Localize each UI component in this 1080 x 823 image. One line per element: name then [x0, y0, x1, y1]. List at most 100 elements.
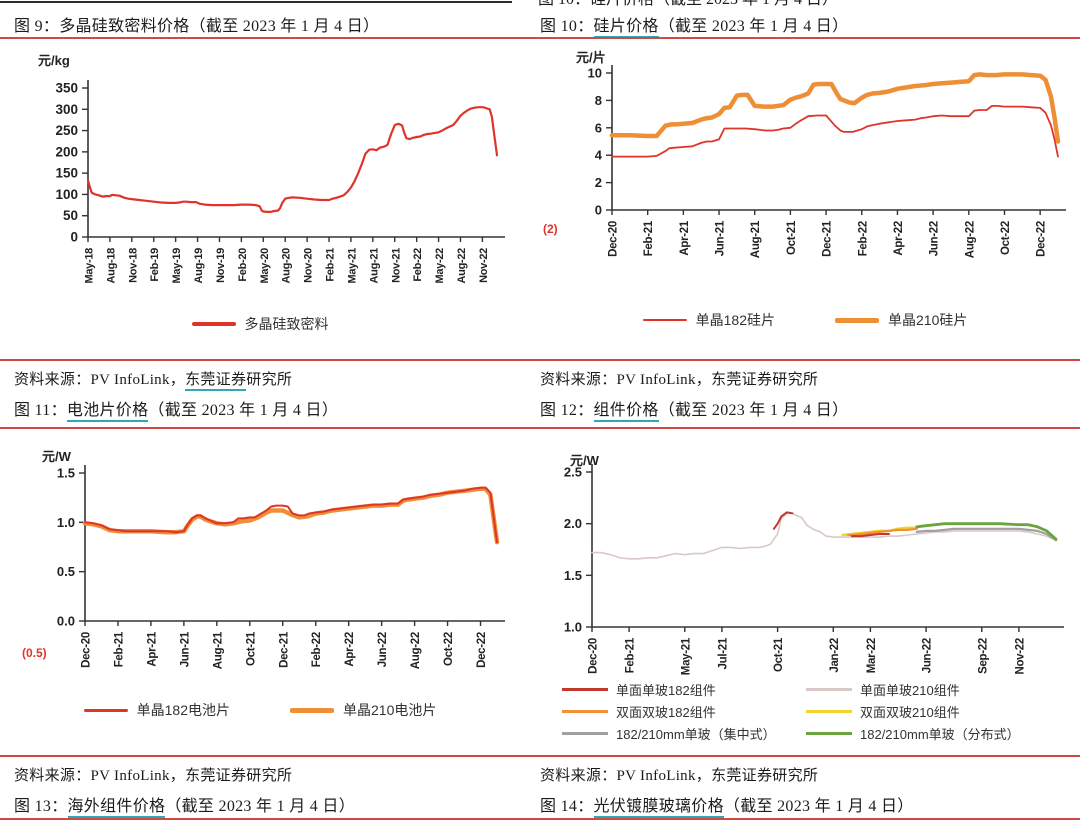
svg-text:Dec-22: Dec-22	[476, 632, 488, 668]
svg-text:Feb-21: Feb-21	[325, 248, 337, 282]
legend-item: 单晶182电池片	[83, 700, 230, 720]
figure-9-name: 多晶硅致密料价格	[59, 18, 190, 35]
figure-10-number: 图 10：	[540, 18, 594, 35]
fig11-source: 资料来源：PV InfoLink，东莞证券研究所	[14, 768, 293, 784]
source-text: 研究所	[246, 372, 293, 388]
legend-label: 多晶硅致密料	[244, 316, 329, 332]
svg-text:2.5: 2.5	[564, 465, 582, 480]
svg-text:Nov-18: Nov-18	[127, 248, 139, 283]
figure-10-title: 图 10：硅片价格（截至 2023 年 1 月 4 日）	[540, 12, 848, 38]
figure-14-title: 图 14：光伏镀膜玻璃价格（截至 2023 年 1 月 4 日）	[540, 792, 914, 818]
figure-11-suffix: （截至 2023 年 1 月 4 日）	[148, 402, 339, 419]
fig12-chart: 1.0 1.5 2.0 2.5 Dec-20 Feb-21 May-21 Jul-21 Oct-…	[564, 464, 1064, 675]
legend-label: 单面单玻182组件	[616, 683, 716, 698]
svg-text:May-18: May-18	[84, 248, 96, 284]
svg-text:Nov-22: Nov-22	[478, 248, 490, 283]
legend-item: 单晶210硅片	[835, 310, 967, 330]
svg-text:Feb-22: Feb-22	[311, 632, 323, 667]
top-border-line	[0, 1, 512, 3]
svg-text:Jun-22: Jun-22	[922, 638, 934, 673]
legend-item: 182/210mm单玻（分布式）	[806, 724, 1046, 743]
fig10-source: 资料来源：PV InfoLink，东莞证券研究所	[540, 372, 819, 388]
svg-text:250: 250	[55, 123, 78, 138]
svg-text:2: 2	[595, 175, 602, 190]
figure-9-title: 图 9：多晶硅致密料价格（截至 2023 年 1 月 4 日）	[14, 12, 379, 36]
svg-text:May-22: May-22	[434, 248, 446, 284]
figure-13-link[interactable]: 海外组件价格	[67, 798, 166, 818]
legend-item: 182/210mm单玻（集中式）	[562, 724, 806, 743]
legend-label: 单面单玻210组件	[860, 683, 960, 698]
svg-text:Oct-21: Oct-21	[245, 631, 257, 666]
svg-text:Dec-20: Dec-20	[608, 221, 620, 257]
legend-item: 单晶182硅片	[642, 310, 775, 330]
svg-text:Feb-19: Feb-19	[149, 248, 161, 282]
legend-label: 单晶182硅片	[695, 312, 775, 328]
svg-text:Jun-21: Jun-21	[179, 631, 191, 667]
legend-item: 单面单玻210组件	[806, 680, 1046, 699]
svg-text:Aug-20: Aug-20	[281, 248, 293, 284]
svg-text:100: 100	[55, 187, 78, 202]
clipped-text-prefix: 图 10：	[538, 0, 590, 8]
fig9-source: 资料来源：PV InfoLink，东莞证券研究所	[14, 368, 293, 391]
figure-11-link[interactable]: 电池片价格	[66, 402, 149, 422]
svg-text:Aug-18: Aug-18	[105, 248, 117, 284]
svg-text:2.0: 2.0	[564, 516, 582, 531]
svg-text:Dec-22: Dec-22	[1036, 221, 1048, 257]
legend-item: 双面双玻182组件	[562, 702, 806, 721]
svg-text:Apr-21: Apr-21	[146, 631, 158, 667]
legend-line-swatch	[562, 731, 608, 736]
svg-text:Jul-21: Jul-21	[717, 637, 729, 669]
legend-line-swatch	[835, 317, 879, 323]
legend-label: 单晶210硅片	[888, 312, 968, 328]
figure-10-link[interactable]: 硅片价格	[593, 18, 659, 38]
svg-text:8: 8	[595, 93, 602, 108]
svg-text:0.0: 0.0	[57, 614, 75, 629]
figure-14-link[interactable]: 光伏镀膜玻璃价格	[593, 798, 724, 818]
legend-line-swatch	[83, 708, 128, 712]
legend-item: 多晶硅致密料	[191, 314, 329, 334]
fig10-chart: 0 2 4 6 8 10 Dec-20 Feb-21 Apr-21 Jun-21 Aug-21 Oct…	[588, 65, 1066, 258]
legend-line-swatch	[806, 731, 852, 736]
svg-text:1.5: 1.5	[564, 568, 582, 583]
svg-text:May-21: May-21	[680, 637, 692, 675]
fig11-legend: 单晶182电池片 单晶210电池片	[0, 700, 520, 720]
fig9-chart: 0 50 100 150 200 250 300 350 May-18 Aug-18 Nov-18 F…	[55, 80, 505, 284]
svg-text:300: 300	[55, 102, 78, 117]
legend-line-swatch	[290, 707, 334, 713]
figure-13-number: 图 13：	[14, 798, 68, 815]
svg-text:Oct-22: Oct-22	[1000, 221, 1012, 255]
svg-text:Mar-22: Mar-22	[866, 638, 878, 673]
svg-text:Feb-22: Feb-22	[857, 221, 869, 256]
figure-14-suffix: （截至 2023 年 1 月 4 日）	[723, 798, 914, 815]
svg-text:Oct-22: Oct-22	[443, 632, 455, 666]
legend-line-swatch	[642, 318, 687, 322]
svg-text:0: 0	[70, 230, 78, 245]
clipped-text-link[interactable]: 硅片价格	[590, 0, 655, 9]
legend-label: 双面双玻210组件	[860, 705, 960, 720]
svg-text:4: 4	[595, 148, 603, 163]
legend-line-swatch	[806, 709, 852, 714]
source-link[interactable]: 东莞证券	[185, 372, 247, 391]
fig9-unit-label: 元/kg	[38, 53, 70, 68]
red-rule	[0, 755, 1080, 757]
legend-line-swatch	[562, 688, 608, 691]
svg-text:Nov-22: Nov-22	[1014, 638, 1026, 675]
figure-12-title: 图 12：组件价格（截至 2023 年 1 月 4 日）	[540, 396, 848, 422]
figure-12-link[interactable]: 组件价格	[593, 402, 659, 422]
svg-text:200: 200	[55, 144, 78, 159]
figure-9-suffix: （截至 2023 年 1 月 4 日）	[189, 18, 380, 35]
svg-text:350: 350	[55, 81, 78, 96]
svg-text:Nov-19: Nov-19	[215, 248, 227, 283]
legend-line-swatch	[562, 709, 608, 714]
source-text: 资料来源：PV InfoLink，	[14, 372, 186, 388]
svg-text:Nov-20: Nov-20	[303, 248, 315, 283]
svg-text:Aug-22: Aug-22	[456, 248, 468, 284]
svg-text:Dec-20: Dec-20	[588, 638, 600, 674]
fig12-legend: 单面单玻182组件 单面单玻210组件双面双玻182组件 双面双玻210组件 182/…	[562, 680, 1046, 743]
svg-text:May-19: May-19	[171, 248, 183, 284]
svg-text:10: 10	[588, 66, 602, 81]
legend-label: 单晶210电池片	[343, 702, 437, 718]
legend-item: 单面单玻182组件	[562, 680, 806, 699]
legend-label: 182/210mm单玻（集中式）	[616, 727, 776, 742]
